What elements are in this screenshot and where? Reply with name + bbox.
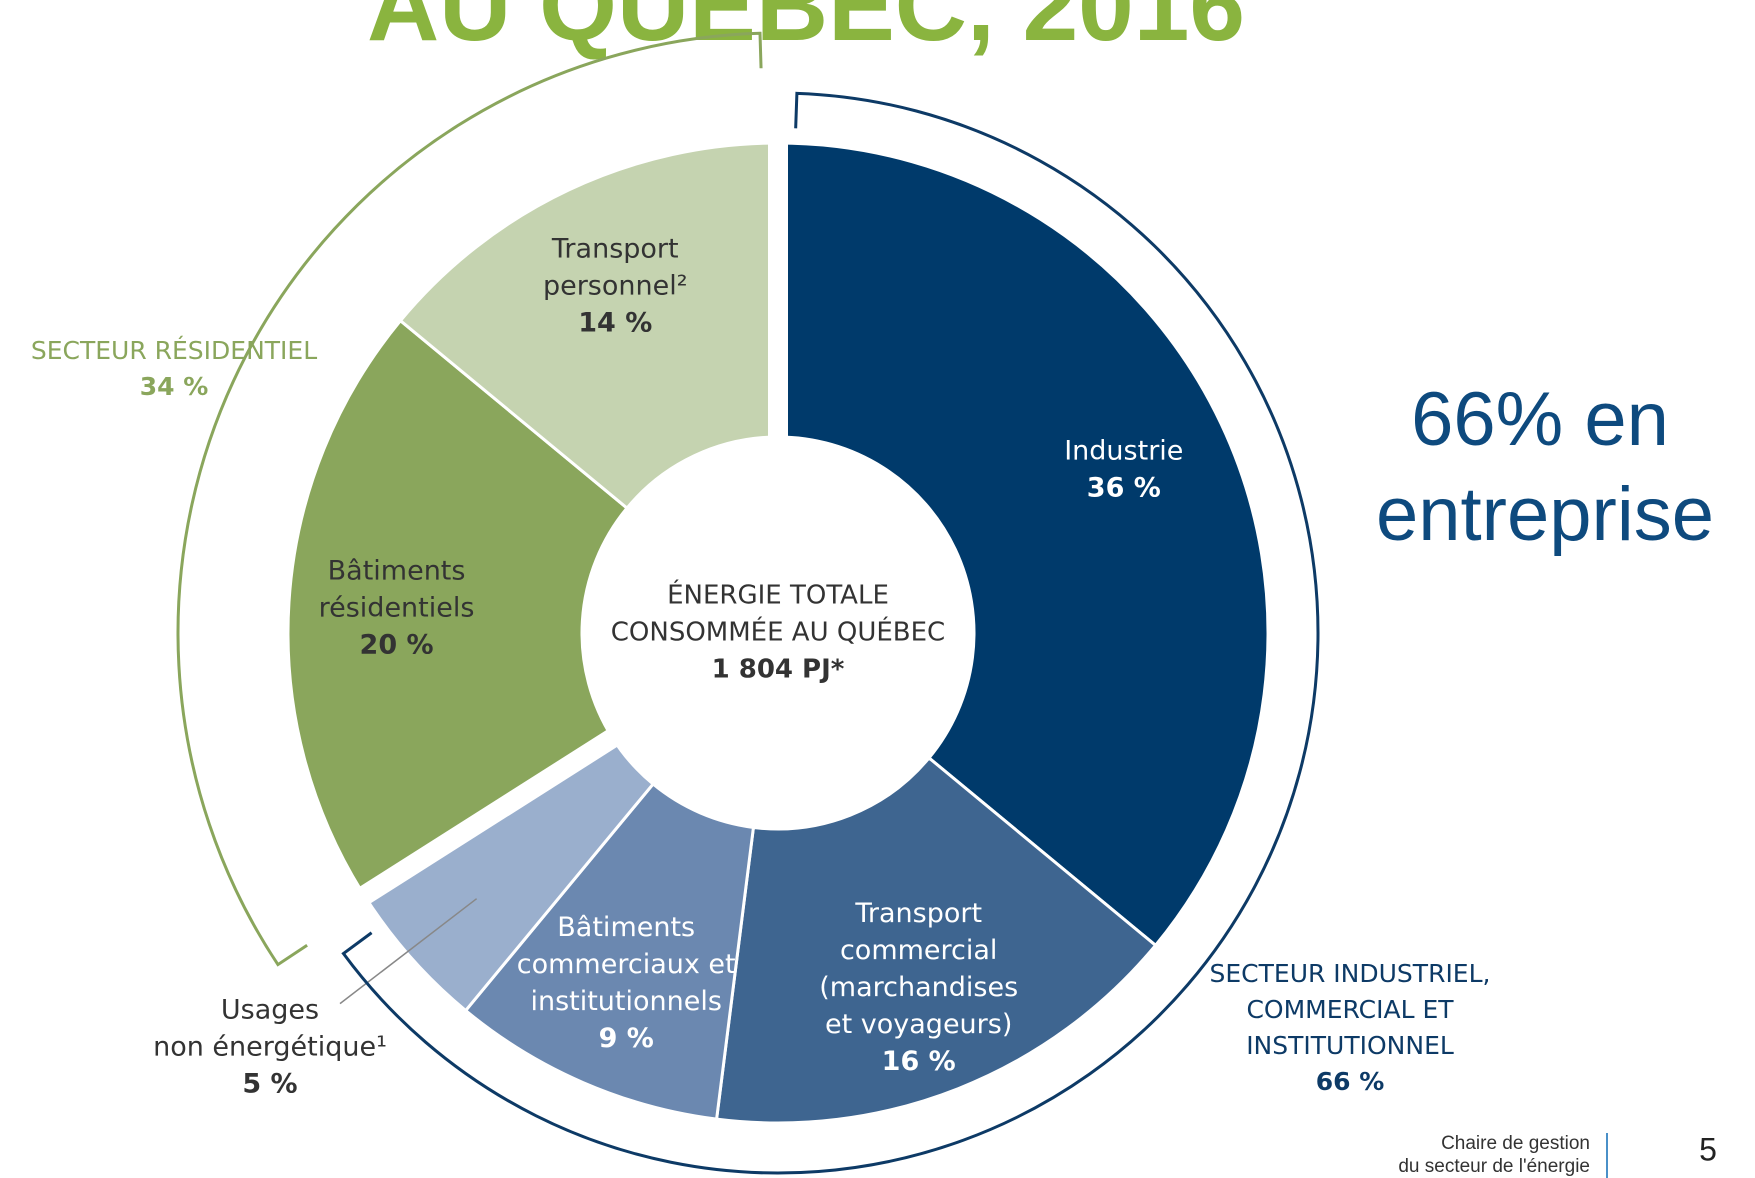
page-number: 5 <box>1699 1131 1717 1167</box>
center-text: CONSOMMÉE AU QUÉBEC <box>611 616 945 648</box>
group-value-label: 34 % <box>140 372 209 401</box>
segment-label: et voyageurs) <box>825 1009 1012 1040</box>
segment-label: institutionnels <box>530 986 721 1017</box>
group-label: COMMERCIAL ET <box>1246 995 1454 1024</box>
segment-value-label: 20 % <box>360 630 434 661</box>
segment-label: commerciaux et <box>517 949 736 980</box>
group-label: SECTEUR RÉSIDENTIEL <box>31 336 317 365</box>
segment-value-label: 9 % <box>599 1023 654 1054</box>
segment-label: (marchandises <box>819 972 1018 1003</box>
segment-label: personnel² <box>543 271 688 302</box>
group-label: SECTEUR INDUSTRIEL, <box>1210 959 1491 988</box>
segment-label: non énergétique¹ <box>153 1032 387 1063</box>
side-text: entreprise <box>1376 472 1714 557</box>
segment-label: commercial <box>840 935 997 966</box>
segment-label: Bâtiments <box>557 912 695 943</box>
segment-label: Transport <box>854 898 982 929</box>
segment-value-label: 36 % <box>1087 472 1161 503</box>
segment-label: Usages <box>221 995 319 1026</box>
center-text: ÉNERGIE TOTALE <box>667 579 889 611</box>
center-text: 1 804 PJ* <box>712 655 845 685</box>
segment-value-label: 16 % <box>882 1046 956 1077</box>
segment-label: résidentiels <box>319 593 475 624</box>
group-bracket <box>341 91 1320 1175</box>
footer: Chaire de gestion <box>1441 1133 1590 1154</box>
center-hole <box>582 437 974 829</box>
group-value-label: 66 % <box>1316 1067 1385 1096</box>
group-bracket <box>176 31 763 967</box>
group-gap <box>354 726 623 907</box>
title: AU QUÉBEC, 2016 <box>367 0 1245 62</box>
segment-value-label: 14 % <box>578 308 652 339</box>
segment-label: Bâtiments <box>328 556 466 587</box>
footer: du secteur de l'énergie <box>1398 1156 1590 1177</box>
segment-label: Industrie <box>1064 435 1183 466</box>
segment-label: Transport <box>551 234 679 265</box>
side-text: 66% en <box>1411 377 1669 462</box>
segment-value-label: 5 % <box>242 1069 297 1100</box>
group-label: INSTITUTIONNEL <box>1246 1031 1454 1060</box>
leader-line <box>339 898 478 1005</box>
